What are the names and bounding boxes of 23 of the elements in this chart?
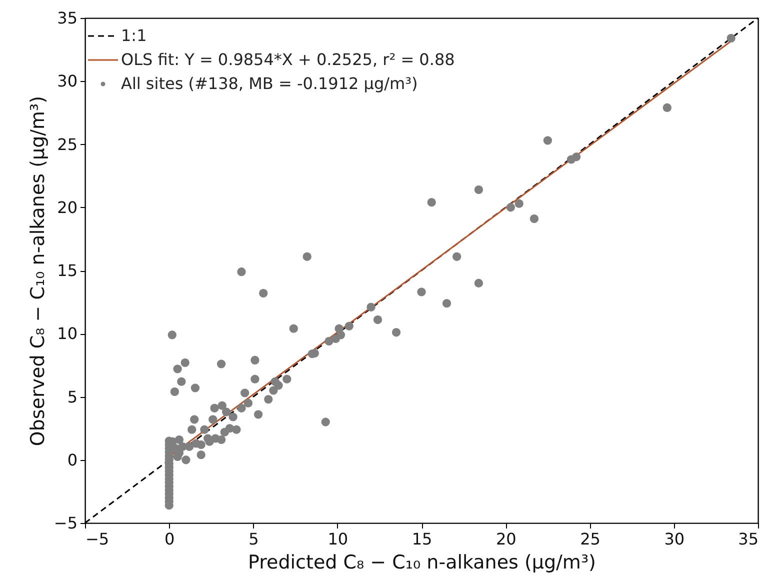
- y-tick-label: 5: [67, 387, 78, 406]
- x-tick-label: 30: [664, 530, 685, 548]
- legend-label: 1:1: [121, 26, 147, 45]
- x-tick-label: 15: [412, 530, 432, 548]
- y-tick-label: 15: [57, 261, 78, 280]
- x-tick-label: 5: [248, 530, 259, 548]
- legend-label: All sites (#138, MB = -0.1912 μg/m³): [121, 74, 418, 93]
- x-tick-label: 20: [496, 530, 516, 548]
- y-tick-label: −5: [54, 514, 78, 532]
- x-tick-label: 0: [164, 530, 175, 548]
- y-tick-label: 30: [57, 72, 78, 91]
- y-tick-label: 20: [57, 198, 78, 217]
- y-tick-label: 0: [67, 450, 78, 470]
- legend-label: OLS fit: Y = 0.9854*X + 0.2525, r² = 0.88: [121, 50, 455, 69]
- y-axis-title: Observed C₈ − C₁₀ n-alkanes (μg/m³): [26, 96, 49, 446]
- x-tick-label: 25: [580, 530, 600, 548]
- y-tick-label: 10: [57, 324, 78, 344]
- x-axis-title: Predicted C₈ − C₁₀ n-alkanes (μg/m³): [248, 552, 596, 574]
- y-tick-label: 25: [57, 134, 78, 154]
- y-tick-label: 35: [57, 8, 78, 28]
- x-tick-label: 35: [738, 530, 758, 548]
- x-tick-label: −5: [86, 530, 110, 548]
- x-tick-label: 10: [328, 530, 348, 548]
